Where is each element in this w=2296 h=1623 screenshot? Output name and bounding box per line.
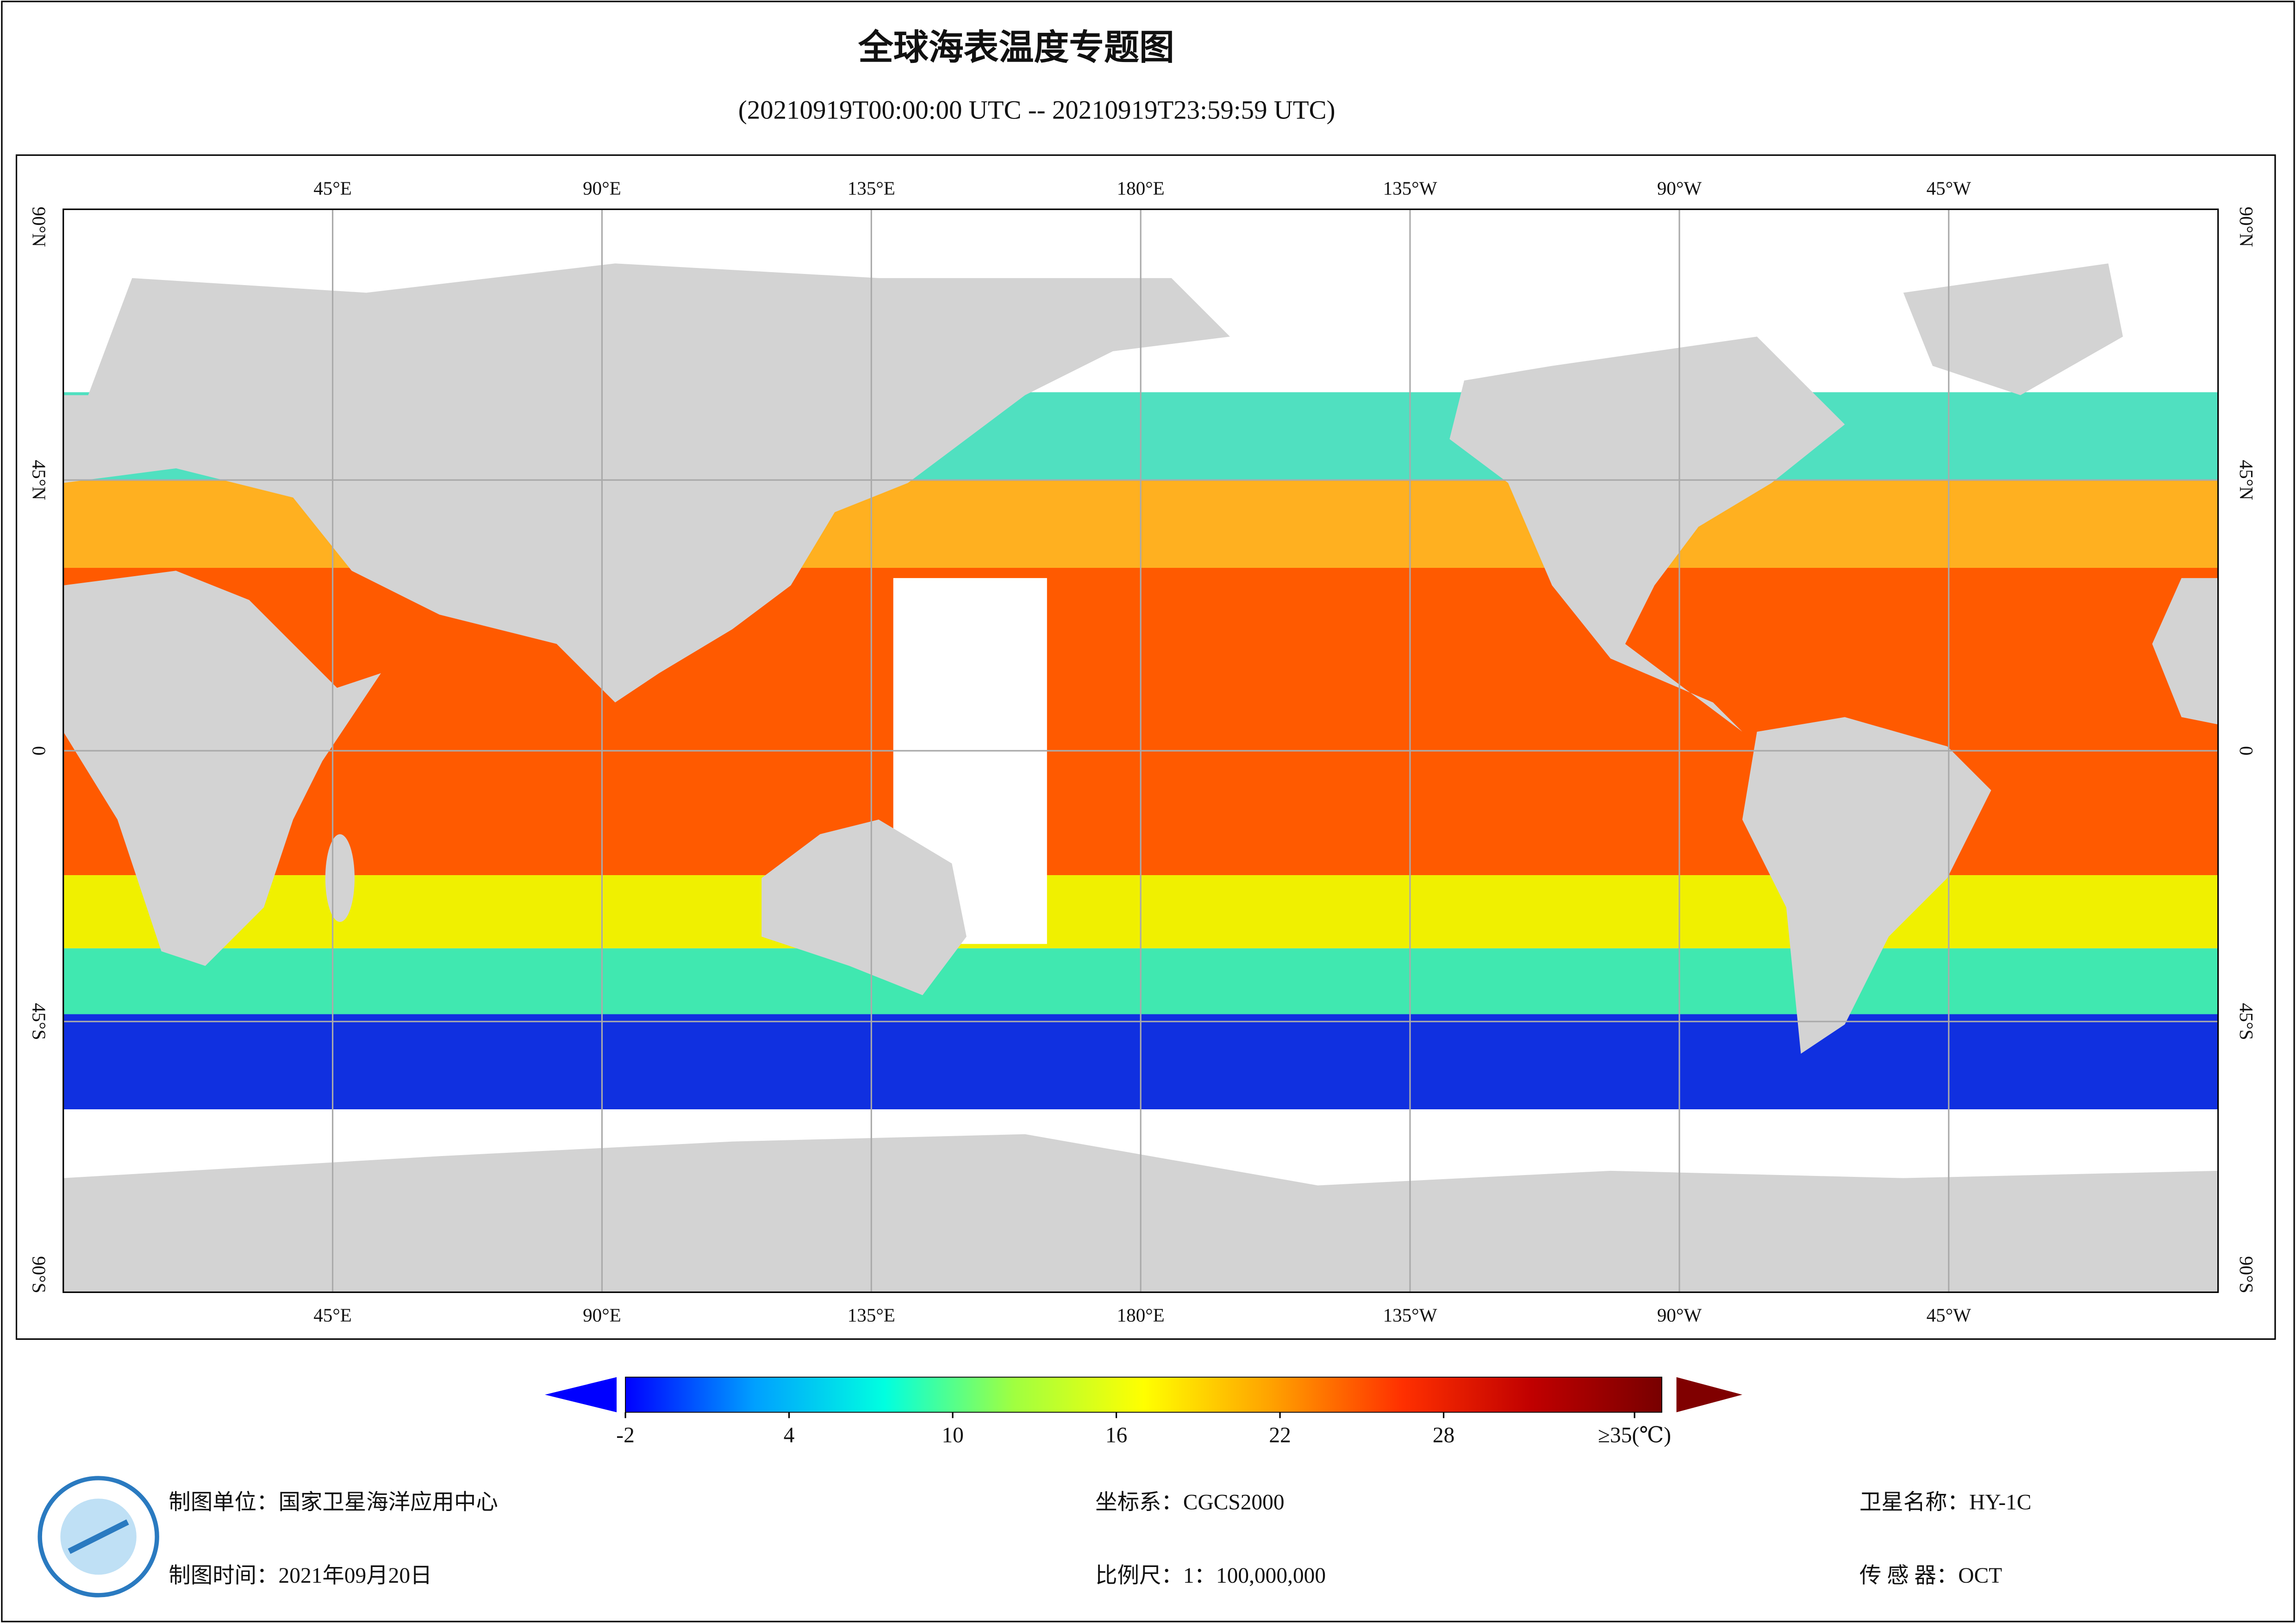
lat-label: 90°N bbox=[2236, 207, 2257, 247]
logo bbox=[37, 1476, 159, 1598]
lat-label: 90°S bbox=[28, 1256, 50, 1293]
footer-text: 传 感 器：OCT bbox=[1859, 1564, 2002, 1588]
map-frame bbox=[15, 154, 2276, 1340]
lon-label: 90°E bbox=[583, 178, 621, 199]
colorbar-under bbox=[545, 1377, 617, 1412]
lon-label: 135°W bbox=[1383, 178, 1437, 199]
lon-label: 135°E bbox=[848, 178, 895, 199]
colorbar-label: 22 bbox=[1269, 1423, 1291, 1447]
lon-label: 90°W bbox=[1657, 1305, 1702, 1326]
lon-label: 45°E bbox=[313, 178, 352, 199]
lon-label: 135°E bbox=[848, 1305, 895, 1326]
lat-label: 45°N bbox=[2236, 460, 2257, 500]
lon-label: 180°E bbox=[1117, 1305, 1165, 1326]
colorbar-label: 16 bbox=[1105, 1423, 1127, 1447]
footer-text: 制图单位：国家卫星海洋应用中心 bbox=[168, 1491, 498, 1515]
lon-label: 45°E bbox=[313, 1305, 352, 1326]
land bbox=[63, 263, 2218, 1054]
lat-label: 0 bbox=[2236, 746, 2257, 756]
lon-label: 135°W bbox=[1383, 1305, 1437, 1326]
colorbar-over bbox=[1676, 1377, 1742, 1412]
title: 全球海表温度专题图 bbox=[858, 27, 1174, 68]
colorbar-label: 28 bbox=[1433, 1423, 1454, 1447]
lat-label: 45°S bbox=[2236, 1003, 2257, 1040]
colorbar-label: -2 bbox=[616, 1423, 635, 1447]
colorbar bbox=[625, 1376, 1662, 1413]
subtitle: (20210919T00:00:00 UTC -- 20210919T23:59… bbox=[738, 96, 1335, 125]
colorbar-label: 4 bbox=[784, 1423, 795, 1447]
lon-label: 180°E bbox=[1117, 178, 1165, 199]
lon-label: 90°E bbox=[583, 1305, 621, 1326]
lat-label: 45°N bbox=[28, 460, 50, 500]
map bbox=[63, 209, 2218, 1293]
footer-text: 卫星名称：HY-1C bbox=[1859, 1491, 2031, 1515]
footer-text: 制图时间：2021年09月20日 bbox=[168, 1564, 432, 1588]
lat-label: 0 bbox=[28, 746, 50, 756]
footer-text: 比例尺：1：100,000,000 bbox=[1095, 1564, 1326, 1588]
lat-label: 45°S bbox=[28, 1003, 50, 1040]
colorbar-label: ≥35(℃) bbox=[1598, 1423, 1671, 1447]
map-border bbox=[62, 208, 2219, 1293]
lon-label: 45°W bbox=[1927, 1305, 1972, 1326]
lon-label: 45°W bbox=[1927, 178, 1972, 199]
lat-label: 90°S bbox=[2236, 1256, 2257, 1293]
footer-text: 坐标系：CGCS2000 bbox=[1095, 1491, 1284, 1515]
lon-label: 90°W bbox=[1657, 178, 1702, 199]
lat-label: 90°N bbox=[28, 207, 50, 247]
colorbar-label: 10 bbox=[942, 1423, 963, 1447]
